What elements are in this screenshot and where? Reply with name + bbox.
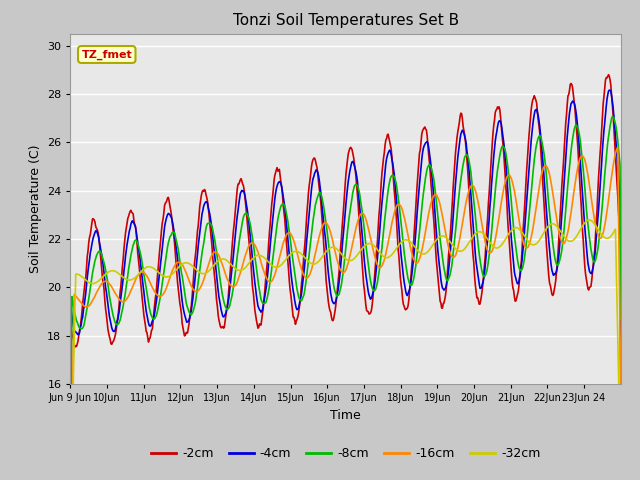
Line: -2cm: -2cm <box>70 75 621 480</box>
Line: -4cm: -4cm <box>70 90 621 463</box>
-4cm <box>617 391 625 396</box>
-16cm <box>218 261 226 266</box>
-2cm <box>133 240 141 246</box>
-32cm <box>218 256 226 262</box>
-8cm <box>189 309 196 315</box>
-2cm <box>77 323 84 329</box>
-4cm <box>218 311 226 316</box>
Line: -8cm: -8cm <box>70 117 621 480</box>
-16cm <box>413 260 420 265</box>
-32cm <box>77 273 84 278</box>
-4cm <box>189 296 196 301</box>
-2cm <box>605 72 612 78</box>
-8cm <box>218 289 226 295</box>
-4cm <box>429 179 436 185</box>
Legend: -2cm, -4cm, -8cm, -16cm, -32cm: -2cm, -4cm, -8cm, -16cm, -32cm <box>146 443 545 465</box>
-4cm <box>413 221 420 227</box>
-8cm <box>133 239 141 244</box>
-16cm <box>189 286 196 292</box>
-16cm <box>77 299 84 305</box>
-8cm <box>609 114 616 120</box>
-16cm <box>617 392 625 398</box>
-32cm <box>413 246 420 252</box>
-8cm <box>77 325 84 331</box>
-2cm <box>413 192 420 198</box>
Y-axis label: Soil Temperature (C): Soil Temperature (C) <box>29 144 42 273</box>
-2cm <box>189 285 196 290</box>
-32cm <box>585 217 593 223</box>
-2cm <box>218 324 226 330</box>
-32cm <box>133 273 141 279</box>
-32cm <box>617 476 625 480</box>
Line: -16cm: -16cm <box>70 147 621 480</box>
-4cm <box>605 87 613 93</box>
-4cm <box>67 460 74 466</box>
-4cm <box>133 234 141 240</box>
-2cm <box>617 244 625 250</box>
-16cm <box>133 274 141 280</box>
-8cm <box>413 258 420 264</box>
Line: -32cm: -32cm <box>70 220 621 480</box>
X-axis label: Time: Time <box>330 408 361 421</box>
-16cm <box>429 195 436 201</box>
-4cm <box>77 324 84 330</box>
Text: TZ_fmet: TZ_fmet <box>81 49 132 60</box>
-8cm <box>429 170 436 176</box>
-2cm <box>429 201 436 207</box>
Title: Tonzi Soil Temperatures Set B: Tonzi Soil Temperatures Set B <box>232 13 459 28</box>
-16cm <box>614 144 621 150</box>
-32cm <box>189 264 196 269</box>
-8cm <box>617 317 625 323</box>
-32cm <box>429 243 436 249</box>
